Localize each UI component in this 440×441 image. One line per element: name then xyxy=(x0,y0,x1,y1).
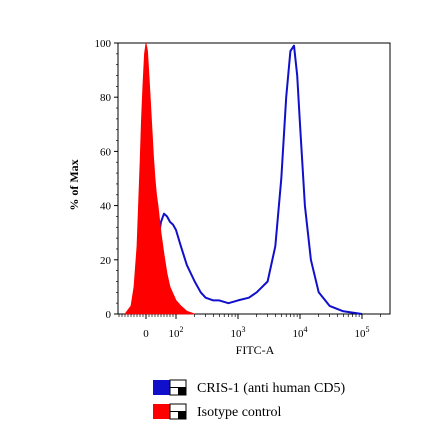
legend-label: CRIS-1 (anti human CD5) xyxy=(197,381,345,396)
series-area-isotype-control xyxy=(124,42,195,315)
y-axis: 0 20 40 60 80 100 xyxy=(95,38,118,321)
legend-entry: Isotype control xyxy=(153,403,281,420)
x-tick-label: 105 xyxy=(355,325,370,340)
legend-entry: CRIS-1 (anti human CD5) xyxy=(153,379,345,396)
plot-frame xyxy=(117,42,391,315)
x-tick-label: 104 xyxy=(293,325,308,340)
legend-marker-fill xyxy=(178,387,186,395)
plot-area xyxy=(117,42,391,315)
y-tick-label: 80 xyxy=(100,92,112,104)
y-tick-label: 40 xyxy=(100,201,112,213)
legend: CRIS-1 (anti human CD5) Isotype control xyxy=(153,379,345,420)
legend-swatch xyxy=(153,380,170,395)
legend-marker-fill xyxy=(178,411,186,419)
x-tick-label: 102 xyxy=(169,325,184,340)
y-tick-label: 100 xyxy=(95,38,112,50)
x-axis-title: FITC-A xyxy=(236,343,275,357)
y-tick-label: 60 xyxy=(100,146,112,158)
y-tick-label: 20 xyxy=(100,255,112,267)
y-axis-title: % of Max xyxy=(67,159,81,210)
y-tick-label: 0 xyxy=(106,309,112,321)
legend-swatch xyxy=(153,404,170,419)
x-tick-label: 0 xyxy=(143,328,149,340)
legend-label: Isotype control xyxy=(197,405,281,420)
x-axis: 0 102 103 104 105 xyxy=(118,314,382,340)
x-tick-label: 103 xyxy=(231,325,246,340)
